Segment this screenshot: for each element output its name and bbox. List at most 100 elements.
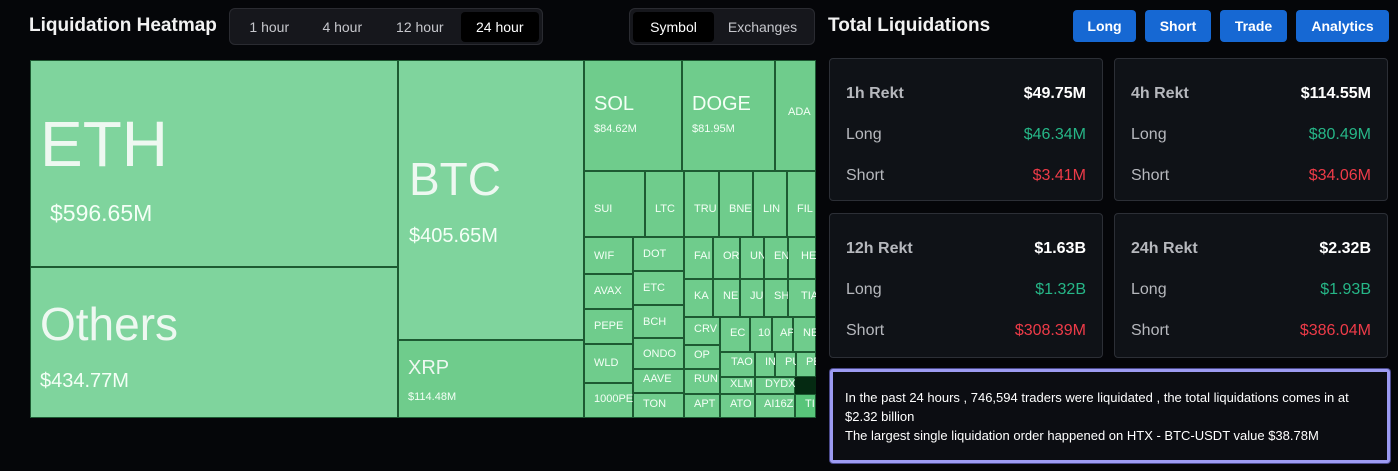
- tile-symbol: UN: [750, 250, 764, 262]
- treemap-tile-tia[interactable]: TIA: [788, 279, 816, 317]
- tile-symbol: APT: [694, 398, 716, 410]
- tile-symbol: DOGE: [692, 93, 751, 115]
- treemap-tile-xlm[interactable]: XLM: [720, 377, 755, 394]
- treemap-tile-lin[interactable]: LIN: [753, 171, 787, 237]
- long-label: Long: [846, 126, 882, 143]
- analytics-button[interactable]: Analytics: [1296, 10, 1389, 42]
- treemap-tile-xrp[interactable]: XRP $114.48M: [398, 340, 584, 418]
- view-symbol[interactable]: Symbol: [633, 11, 714, 42]
- treemap-tile-fil[interactable]: FIL: [787, 171, 816, 237]
- treemap-tile-etc[interactable]: ETC: [633, 271, 684, 305]
- treemap-tile-tao[interactable]: TAO: [720, 352, 755, 377]
- treemap-tile-wld[interactable]: WLD: [584, 344, 633, 383]
- tile-symbol: AVAX: [594, 285, 622, 297]
- treemap-tile-en[interactable]: EN: [764, 237, 788, 279]
- tile-symbol: OP: [694, 349, 710, 361]
- treemap-tile-fai[interactable]: FAI: [684, 237, 713, 279]
- view-exchanges[interactable]: Exchanges: [727, 18, 798, 35]
- treemap-tile-doge[interactable]: DOGE $81.95M: [682, 60, 775, 171]
- tile-symbol: TIA: [801, 290, 816, 302]
- treemap-tile-sh[interactable]: SH: [764, 279, 788, 317]
- tile-symbol: NE: [803, 327, 816, 339]
- treemap-tile-pepe[interactable]: PEPE: [584, 309, 633, 344]
- treemap-tile-ec[interactable]: EC: [720, 317, 750, 352]
- short-value: $386.04M: [1299, 322, 1371, 339]
- tile-symbol: DYDX: [765, 378, 795, 390]
- treemap-tile-un[interactable]: UN: [740, 237, 764, 279]
- tile-symbol: FIL: [797, 203, 813, 215]
- tile-symbol: BTC: [409, 153, 501, 205]
- treemap-tile-bne[interactable]: BNE: [719, 171, 753, 237]
- tile-symbol: BNE: [729, 203, 752, 215]
- range-1-hour[interactable]: 1 hour: [249, 18, 290, 35]
- treemap-tile-eth[interactable]: ETH $596.65M: [30, 60, 398, 267]
- treemap-tile-dydx[interactable]: DYDX: [755, 377, 795, 394]
- treemap-tile-sol[interactable]: SOL $84.62M: [584, 60, 682, 171]
- time-range-selector: 1 hour 4 hour 12 hour 24 hour: [229, 8, 543, 45]
- treemap-tile-in[interactable]: IN: [755, 352, 775, 377]
- treemap-tile-bch[interactable]: BCH: [633, 305, 684, 338]
- treemap-tile-ondo[interactable]: ONDO: [633, 338, 684, 369]
- treemap-tile-ton[interactable]: TON: [633, 393, 684, 418]
- treemap-tile-apt[interactable]: APT: [684, 394, 720, 418]
- trade-button[interactable]: Trade: [1220, 10, 1287, 42]
- long-label: Long: [846, 281, 882, 298]
- treemap-tile-sui[interactable]: SUI: [584, 171, 645, 237]
- tile-symbol: ETC: [643, 282, 665, 294]
- range-4-hour[interactable]: 4 hour: [322, 18, 363, 35]
- treemap-tile-or[interactable]: OR: [713, 237, 740, 279]
- short-label: Short: [1131, 167, 1170, 184]
- tile-symbol: PE: [806, 356, 816, 368]
- treemap-tile-op[interactable]: OP: [684, 345, 720, 369]
- treemap-tile-ne[interactable]: NE: [793, 317, 816, 352]
- tile-symbol: SUI: [594, 203, 613, 215]
- short-button[interactable]: Short: [1145, 10, 1211, 42]
- long-button[interactable]: Long: [1073, 10, 1136, 42]
- tile-symbol: SOL: [594, 93, 635, 115]
- treemap-tile-ne[interactable]: NE: [713, 279, 740, 317]
- treemap-tile-dot[interactable]: DOT: [633, 237, 684, 271]
- treemap-tile-ka[interactable]: KA: [684, 279, 713, 317]
- treemap-tile-run[interactable]: RUN: [684, 369, 720, 394]
- treemap-tile-pu[interactable]: PU: [775, 352, 796, 377]
- treemap-tile-he[interactable]: HE: [788, 237, 816, 279]
- treemap-tile-aave[interactable]: AAVE: [633, 369, 684, 393]
- card-label: 12h Rekt: [846, 240, 913, 257]
- treemap-tile-1000pe[interactable]: 1000PE: [584, 383, 633, 418]
- treemap-tile-ap[interactable]: AP: [772, 317, 793, 352]
- treemap-tile-avax[interactable]: AVAX: [584, 274, 633, 309]
- treemap-tile-ato[interactable]: ATO: [720, 394, 755, 418]
- short-label: Short: [846, 322, 885, 339]
- tile-symbol: EC: [730, 327, 746, 339]
- long-value: $1.32B: [1035, 281, 1086, 298]
- treemap-tile-tru[interactable]: TRU: [684, 171, 719, 237]
- short-label: Short: [1131, 322, 1170, 339]
- summary-line-1: In the past 24 hours , 746,594 traders w…: [845, 390, 1349, 424]
- short-value: $308.39M: [1014, 322, 1086, 339]
- treemap-tile-others[interactable]: Others $434.77M: [30, 267, 398, 418]
- tile-symbol: AP: [780, 327, 793, 339]
- range-12-hour[interactable]: 12 hour: [396, 18, 444, 35]
- treemap-tile-pe[interactable]: PE: [796, 352, 816, 377]
- treemap-tile-btc[interactable]: BTC $405.65M: [398, 60, 584, 340]
- short-value: $34.06M: [1308, 167, 1371, 184]
- range-24-hour[interactable]: 24 hour: [460, 11, 539, 42]
- treemap-tile-ada[interactable]: ADA: [775, 60, 816, 171]
- treemap-tile-ti[interactable]: TI: [795, 394, 816, 418]
- tile-symbol: WIF: [594, 250, 615, 262]
- tile-symbol: SH: [774, 290, 788, 302]
- tile-value: $84.62M: [594, 123, 637, 135]
- tile-symbol: ADA: [788, 106, 811, 118]
- treemap-tile-ai16z[interactable]: AI16Z: [755, 394, 795, 418]
- tile-symbol: BCH: [643, 316, 667, 328]
- rekt-card-24h: 24h Rekt $2.32B Long $1.93B Short $386.04M: [1114, 213, 1388, 358]
- long-value: $46.34M: [1023, 126, 1086, 143]
- card-total: $49.75M: [1023, 85, 1086, 102]
- treemap-tile-ltc[interactable]: LTC: [645, 171, 684, 237]
- treemap-tile-wif[interactable]: WIF: [584, 237, 633, 274]
- tile-symbol: XLM: [730, 378, 753, 390]
- treemap-tile-crv[interactable]: CRV: [684, 317, 720, 345]
- tile-symbol: ONDO: [643, 348, 676, 360]
- treemap-tile-10[interactable]: 10: [750, 317, 772, 352]
- treemap-tile-ju[interactable]: JU: [740, 279, 764, 317]
